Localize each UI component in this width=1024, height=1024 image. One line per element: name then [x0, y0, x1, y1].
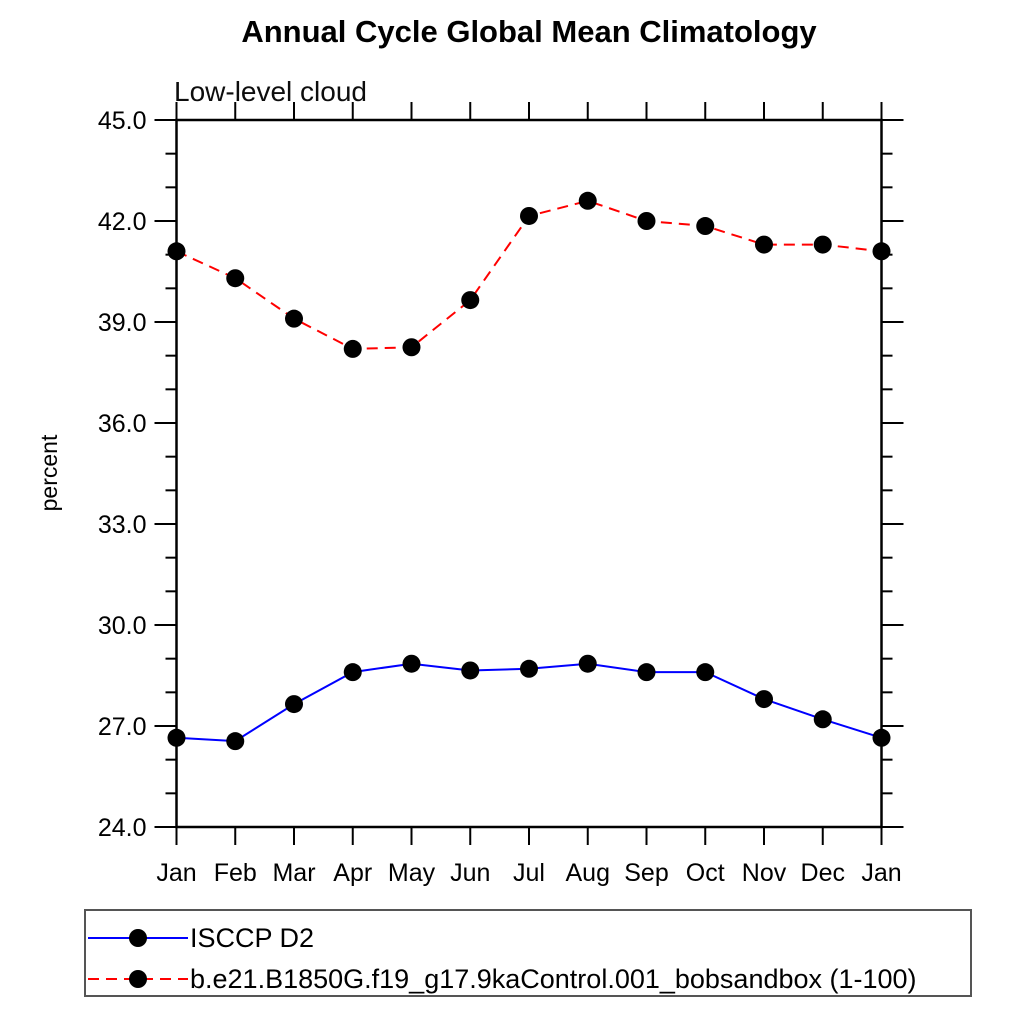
- x-tick-label: Nov: [742, 859, 787, 887]
- plot-frame: [175, 118, 883, 829]
- data-point-marker: [637, 212, 656, 230]
- y-tick-label: 30.0: [98, 612, 147, 640]
- x-tick-label: Jan: [156, 859, 196, 887]
- data-point-marker: [167, 728, 186, 747]
- x-tick-label: Apr: [333, 859, 372, 887]
- x-tick-label: Jul: [513, 859, 545, 887]
- y-tick-label: 36.0: [98, 410, 147, 438]
- data-point-marker: [285, 695, 303, 714]
- x-tick-label: Jun: [450, 859, 490, 887]
- legend-label: b.e21.B1850G.f19_g17.9kaControl.001_bobs…: [190, 963, 917, 994]
- data-point-marker: [872, 242, 891, 261]
- data-point-marker: [696, 663, 715, 682]
- data-point-marker: [461, 661, 480, 680]
- chart-subtitle: Low-level cloud: [174, 76, 367, 107]
- data-point-marker: [402, 654, 421, 673]
- data-point-marker: [343, 663, 362, 682]
- y-axis-title: percent: [36, 434, 62, 511]
- legend-item-isccp: ISCCP D2: [88, 921, 314, 955]
- legend-box: ISCCP D2 b.e21.B1850G.f19_g17.9kaControl…: [84, 909, 972, 997]
- data-point-marker: [402, 338, 421, 357]
- data-point-marker: [755, 690, 773, 709]
- x-tick-label: Dec: [801, 859, 845, 887]
- x-tick-label: Feb: [214, 859, 257, 887]
- data-point-marker: [285, 309, 303, 328]
- data-point-marker: [343, 339, 362, 358]
- data-point-marker: [461, 291, 480, 310]
- chart-title: Annual Cycle Global Mean Climatology: [241, 14, 817, 49]
- data-point-marker: [813, 235, 832, 254]
- data-point-marker: [696, 217, 715, 236]
- x-tick-label: Jan: [861, 859, 901, 887]
- data-point-marker: [226, 269, 245, 288]
- data-point-marker: [578, 654, 597, 673]
- legend-line-sample-dashed-red: [88, 970, 188, 988]
- data-point-marker: [578, 191, 597, 210]
- x-tick-label: Sep: [624, 859, 668, 887]
- x-tick-label: Oct: [686, 859, 725, 887]
- x-tick-label: May: [388, 859, 436, 887]
- y-tick-label: 45.0: [98, 107, 147, 135]
- y-tick-label: 39.0: [98, 309, 147, 337]
- data-point-marker: [520, 206, 538, 225]
- data-point-marker: [637, 663, 656, 682]
- y-tick-label: 33.0: [98, 511, 147, 539]
- y-tick-label: 42.0: [98, 208, 147, 236]
- x-tick-label: Mar: [272, 859, 315, 887]
- data-point-marker: [872, 728, 891, 747]
- legend-line-sample-solid-blue: [88, 929, 188, 947]
- data-point-marker: [167, 242, 186, 261]
- y-tick-label: 27.0: [98, 713, 147, 741]
- data-point-marker: [520, 659, 538, 678]
- legend-item-model: b.e21.B1850G.f19_g17.9kaControl.001_bobs…: [88, 962, 917, 996]
- data-point-marker: [226, 732, 245, 751]
- legend-marker-dot-icon: [129, 929, 147, 947]
- data-point-marker: [813, 710, 832, 729]
- data-point-marker: [755, 235, 773, 254]
- legend-label: ISCCP D2: [190, 922, 315, 953]
- y-tick-label: 24.0: [98, 814, 147, 842]
- legend-marker-dot-icon: [129, 970, 147, 988]
- x-tick-label: Aug: [566, 859, 610, 887]
